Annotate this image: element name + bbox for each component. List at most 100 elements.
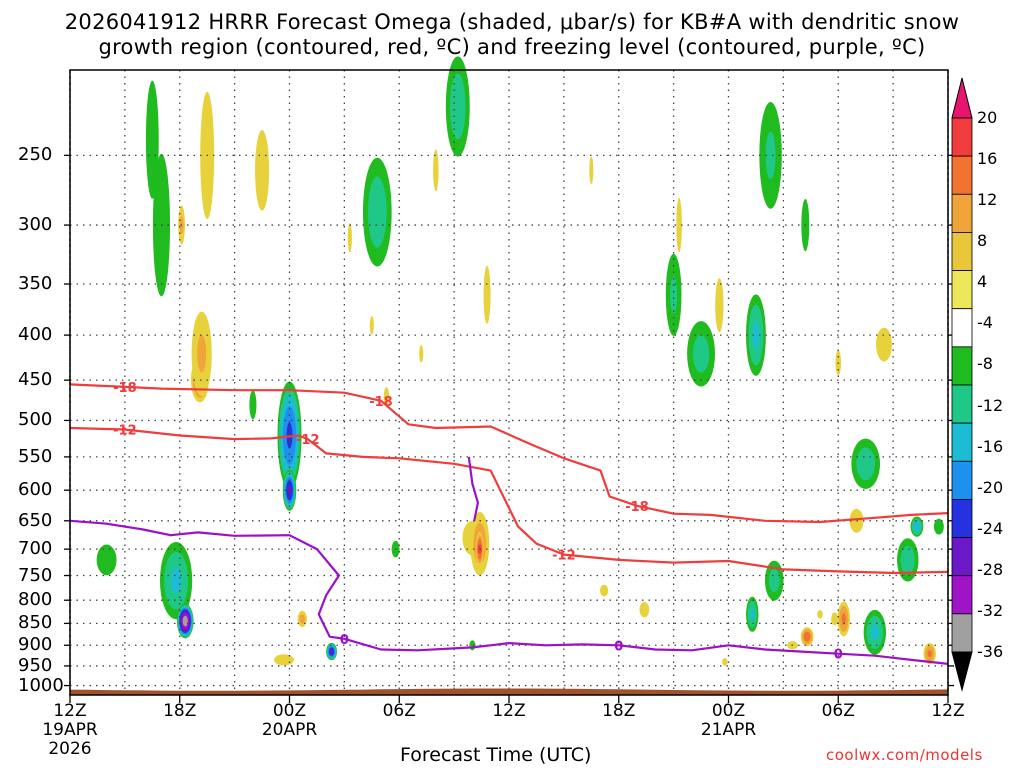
colorbar-label-13: -36 [977, 642, 1004, 661]
x-axis-title: Forecast Time (UTC) [400, 744, 592, 766]
omega-blob-43 [768, 569, 780, 593]
omega-blob-41 [856, 447, 876, 481]
red-contour-label-0-0: -18 [113, 381, 137, 396]
omega-blob-2 [182, 615, 188, 627]
colorbar-segment-9 [951, 422, 973, 462]
colorbar-label-9: -20 [977, 477, 1004, 497]
red-contour-1 [69, 426, 949, 575]
x-tick-line3: 2026 [48, 739, 92, 759]
x-tick-line1: 12Z [931, 701, 965, 721]
x-tick-label-06z: 06Z [359, 702, 439, 721]
colorbar-segment-1 [951, 117, 973, 157]
x-tick-label-18z: 18Z [140, 702, 220, 721]
colorbar-segment-14 [951, 613, 973, 653]
omega-blob-37 [765, 131, 776, 180]
colorbar-label-3: 8 [977, 231, 988, 251]
colorbar-label-11: -28 [977, 559, 1004, 579]
purple-contour-1 [467, 456, 479, 522]
purple-contour-label-0-0: 0 [340, 633, 349, 648]
x-tick-line1: 00Z [272, 701, 307, 721]
omega-blob-35 [715, 278, 724, 333]
y-tick-label-750: 750 [18, 564, 53, 586]
x-tick-line1: 18Z [602, 701, 636, 721]
omega-blob-48 [803, 631, 811, 642]
omega-blob-22 [419, 345, 424, 363]
omega-blob-49 [871, 624, 879, 640]
y-tick-label-800: 800 [18, 589, 53, 611]
colorbar-segment-8 [951, 384, 973, 424]
omega-blob-4 [145, 80, 159, 199]
omega-blob-30 [589, 156, 594, 185]
colorbar-segment-10 [951, 460, 973, 500]
omega-blob-33 [676, 197, 682, 253]
x-tick-line1: 12Z [492, 701, 526, 721]
chart-title-line-2: growth region (contoured, red, ºC) and f… [98, 35, 926, 59]
omega-blob-18 [383, 387, 390, 407]
omega-blob-29 [599, 584, 609, 597]
colorbar-label-1: 16 [977, 149, 998, 169]
omega-shading [96, 56, 944, 666]
omega-blob-15 [274, 654, 294, 666]
x-tick-line2: 19APR [42, 720, 98, 740]
red-contour-label-0-1: -18 [369, 395, 393, 410]
colorbar-bottom-arrow [951, 651, 973, 692]
omega-blob-20 [449, 73, 466, 140]
x-tick-line1: 12Z [53, 701, 87, 721]
omega-blob-44 [750, 608, 755, 621]
x-tick-line1: 06Z [821, 701, 855, 721]
colorbar-segment-4 [951, 232, 973, 271]
colorbar-segment-7 [951, 346, 973, 386]
colorbar-top-arrow [951, 77, 973, 119]
credit-link[interactable]: coolwx.com/models [826, 746, 983, 764]
omega-blob-19 [369, 316, 374, 335]
x-tick-line1: 06Z [382, 701, 416, 721]
red-contour-label-0-2: -18 [625, 500, 649, 515]
purple-contour-0 [69, 519, 949, 665]
y-tick-label-350: 350 [18, 273, 53, 295]
omega-blob-23 [483, 265, 491, 324]
x-tick-line2: 20APR [261, 720, 318, 740]
omega-blob-32 [670, 276, 678, 314]
x-tick-label-18z: 18Z [579, 702, 659, 721]
y-tick-label-400: 400 [18, 324, 53, 346]
x-tick-label-12z: 12Z [908, 702, 988, 721]
red-contour-label-1-0: -12 [113, 424, 137, 439]
colorbar-segment-6 [951, 308, 973, 348]
omega-blob-8 [197, 334, 207, 373]
omega-blob-13 [299, 614, 305, 624]
x-tick-label-12z: 12Z 19APR 2026 [30, 702, 110, 759]
y-tick-label-900: 900 [18, 634, 53, 656]
colorbar-label-2: 12 [977, 190, 998, 210]
colorbar-label-12: -32 [977, 600, 1004, 620]
omega-blob-14 [329, 649, 334, 654]
red-contour-label-1-1: -12 [296, 433, 320, 448]
purple-contour-label-0-1: 0 [614, 639, 623, 654]
x-tick-label-00z: 00Z 21APR [689, 702, 769, 740]
omega-blob-10 [249, 390, 257, 420]
omega-blob-17 [347, 223, 352, 253]
omega-blob-21 [433, 149, 439, 192]
omega-blob-25 [469, 640, 476, 651]
omega-blob-1 [170, 567, 182, 594]
omega-blob-50 [900, 545, 915, 575]
omega-blob-36 [752, 321, 760, 349]
colorbar-segment-2 [951, 155, 973, 195]
terrain-ground [69, 688, 949, 696]
omega-blob-34 [693, 334, 710, 373]
x-tick-label-06z: 06Z [798, 702, 878, 721]
omega-blob-51 [913, 521, 921, 532]
omega-blob-40 [876, 327, 892, 362]
y-tick-label-650: 650 [18, 509, 53, 531]
y-tick-label-950: 950 [18, 654, 53, 676]
colorbar-segment-13 [951, 575, 973, 615]
x-tick-label-12z: 12Z [469, 702, 549, 721]
y-tick-label-600: 600 [18, 479, 53, 501]
purple-contour-label-0-2: 0 [834, 648, 843, 663]
omega-blob-46 [841, 613, 846, 625]
colorbar-segment-12 [951, 537, 973, 577]
y-tick-label-550: 550 [18, 445, 53, 467]
colorbar-label-5: -4 [977, 313, 993, 333]
x-tick-label-00z: 00Z 20APR [250, 702, 330, 740]
colorbar-segment-11 [951, 499, 973, 538]
